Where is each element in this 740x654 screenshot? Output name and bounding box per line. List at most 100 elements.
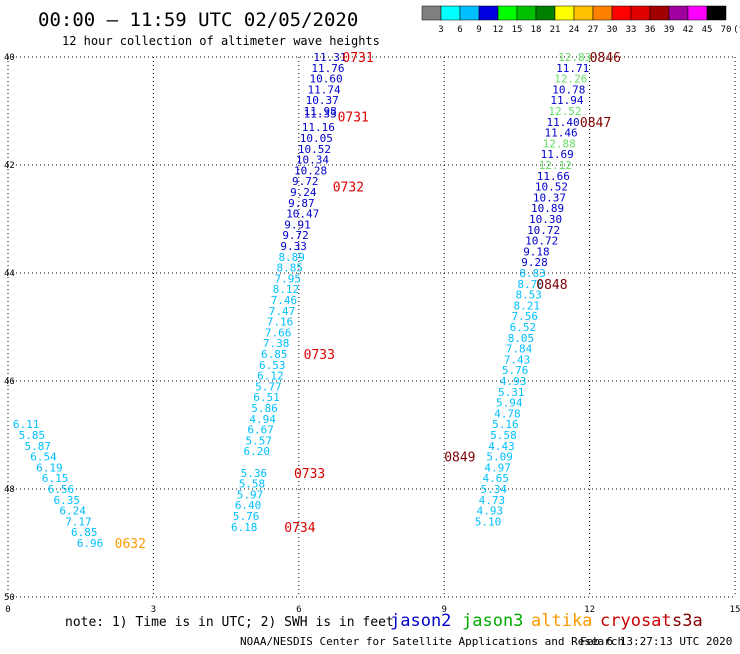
pass-time-label: 0731 <box>338 110 369 125</box>
wave-height-label: 6.18 <box>231 521 257 534</box>
wave-height-label: 6.11 <box>13 418 39 431</box>
wave-height-label: 7.95 <box>275 272 302 285</box>
pass-time-labels: 0731 0731 0732 0733 0733 0734 0846 0847 0848 0849… <box>115 51 621 552</box>
y-tick-label: 50 <box>4 593 15 603</box>
legend-label: 9 <box>476 25 481 35</box>
wave-height-label: 6.20 <box>244 445 271 458</box>
wave-height-label: 8.83 <box>519 267 546 280</box>
wave-height-label: 12.26 <box>554 73 587 86</box>
wave-height-label: 9.18 <box>523 245 550 258</box>
wave-height-label: 6.85 <box>261 348 288 361</box>
legend-swatch <box>687 5 708 21</box>
wave-height-label: 10.89 <box>531 202 564 215</box>
wave-height-label: 4.93 <box>477 505 504 518</box>
wave-height-label: 5.36 <box>241 467 268 480</box>
pass-time-label: 0731 <box>342 51 373 66</box>
wave-height-label: 10.52 <box>535 181 568 194</box>
pass-time-label: 0848 <box>536 278 567 293</box>
pass-time-label: 0846 <box>590 51 621 66</box>
x-tick-label: 9 <box>441 605 446 615</box>
wave-height-label: 5.76 <box>233 510 259 523</box>
satellite-altika: altika <box>531 611 592 631</box>
pass-time-label: 0733 <box>294 467 325 482</box>
wave-height-label: 10.37 <box>533 191 566 204</box>
legend-label: 45 <box>702 25 713 35</box>
wave-height-label: 7.38 <box>263 337 290 350</box>
wave-height-label: 8.21 <box>514 299 541 312</box>
pass-time-label: 0632 <box>115 537 146 552</box>
wave-height-label: 6.40 <box>235 499 262 512</box>
wave-height-label: 4.43 <box>488 440 515 453</box>
wave-height-label: 6.35 <box>54 494 81 507</box>
legend-label: 21 <box>550 25 561 35</box>
wave-height-label: 5.09 <box>486 451 512 464</box>
legend-swatch <box>611 5 632 21</box>
wave-height-label: 5.76 <box>502 364 529 377</box>
pass-time-label: 0849 <box>444 451 475 466</box>
wave-height-label: 7.46 <box>271 294 298 307</box>
wave-height-label: 5.16 <box>492 418 519 431</box>
x-tick-label: 3 <box>151 605 156 615</box>
wave-height-label: 9.33 <box>280 240 307 253</box>
legend-label: 36 <box>645 25 656 35</box>
wave-height-label: 11.31 <box>313 51 346 64</box>
wave-height-label: 5.87 <box>24 440 51 453</box>
wave-height-label: 5.34 <box>481 483 508 496</box>
legend-label: 42 <box>683 25 694 35</box>
wave-height-label: 11.33 <box>304 108 337 121</box>
wave-height-label: 9.28 <box>521 256 548 269</box>
map-subtitle: 12 hour collection of altimeter wave hei… <box>62 34 380 48</box>
wave-height-label: 6.96 <box>77 537 104 550</box>
legend-label: 33 <box>626 25 637 35</box>
wave-height-label: 5.77 <box>255 380 282 393</box>
wave-height-label: 10.72 <box>527 224 560 237</box>
legend-label: 6 <box>457 25 462 35</box>
y-tick-label: 48 <box>4 485 15 495</box>
wave-height-label: 11.71 <box>556 62 589 75</box>
wave-height-label: 10.60 <box>309 73 342 86</box>
wave-height-label: 7.16 <box>267 316 294 329</box>
wave-height-label: 11.69 <box>541 148 574 161</box>
legend-label: 3 <box>438 25 443 35</box>
wave-height-label: 5.86 <box>251 402 278 415</box>
wave-height-label: 12.83 <box>558 51 591 64</box>
wave-height-label: 6.85 <box>71 526 98 539</box>
map-title: 00:00 – 11:59 UTC 02/05/2020 <box>38 9 358 31</box>
y-tick-label: 40 <box>4 53 15 63</box>
pass-time-label: 0733 <box>304 348 335 363</box>
wave-height-label: 12.88 <box>543 137 576 150</box>
wave-height-label: 5.10 <box>475 515 502 528</box>
credit-line: NOAA/NESDIS Center for Satellite Applica… <box>240 635 624 648</box>
satellite-jason2: jason2 <box>390 611 451 631</box>
legend-swatch <box>573 5 594 21</box>
legend-label: 39 <box>664 25 675 35</box>
satellite-s3a: s3a <box>672 611 703 631</box>
legend-swatch <box>421 5 442 21</box>
wave-height-label: 9.87 <box>288 197 315 210</box>
wave-height-label: 11.74 <box>308 83 341 96</box>
wave-height-label: 5.58 <box>490 429 517 442</box>
wave-height-label: 10.30 <box>529 213 562 226</box>
wave-height-label: 4.78 <box>494 407 521 420</box>
wave-height-label: 11.40 <box>546 116 579 129</box>
wave-height-label: 6.51 <box>253 391 280 404</box>
wave-height-label: 4.73 <box>479 494 506 507</box>
wave-height-label: 11.94 <box>550 94 583 107</box>
wave-height-label: 8.53 <box>515 289 542 302</box>
wave-height-label: 6.56 <box>48 483 75 496</box>
legend-unit: (ft) <box>733 25 740 35</box>
wave-height-label: 5.58 <box>239 478 266 491</box>
wave-height-label: 8.12 <box>273 283 300 296</box>
wave-height-label: 6.52 <box>510 321 537 334</box>
legend-swatch <box>440 5 461 21</box>
legend-swatch <box>630 5 651 21</box>
legend-label: 27 <box>588 25 599 35</box>
wave-height-label: 12.12 <box>539 159 572 172</box>
legend-swatch <box>668 5 689 21</box>
legend-label: 70 <box>721 25 732 35</box>
legend-swatch <box>459 5 480 21</box>
wave-height-label: 9.24 <box>290 186 317 199</box>
wave-height-label: 7.43 <box>504 353 530 366</box>
x-tick-label: 12 <box>584 605 595 615</box>
